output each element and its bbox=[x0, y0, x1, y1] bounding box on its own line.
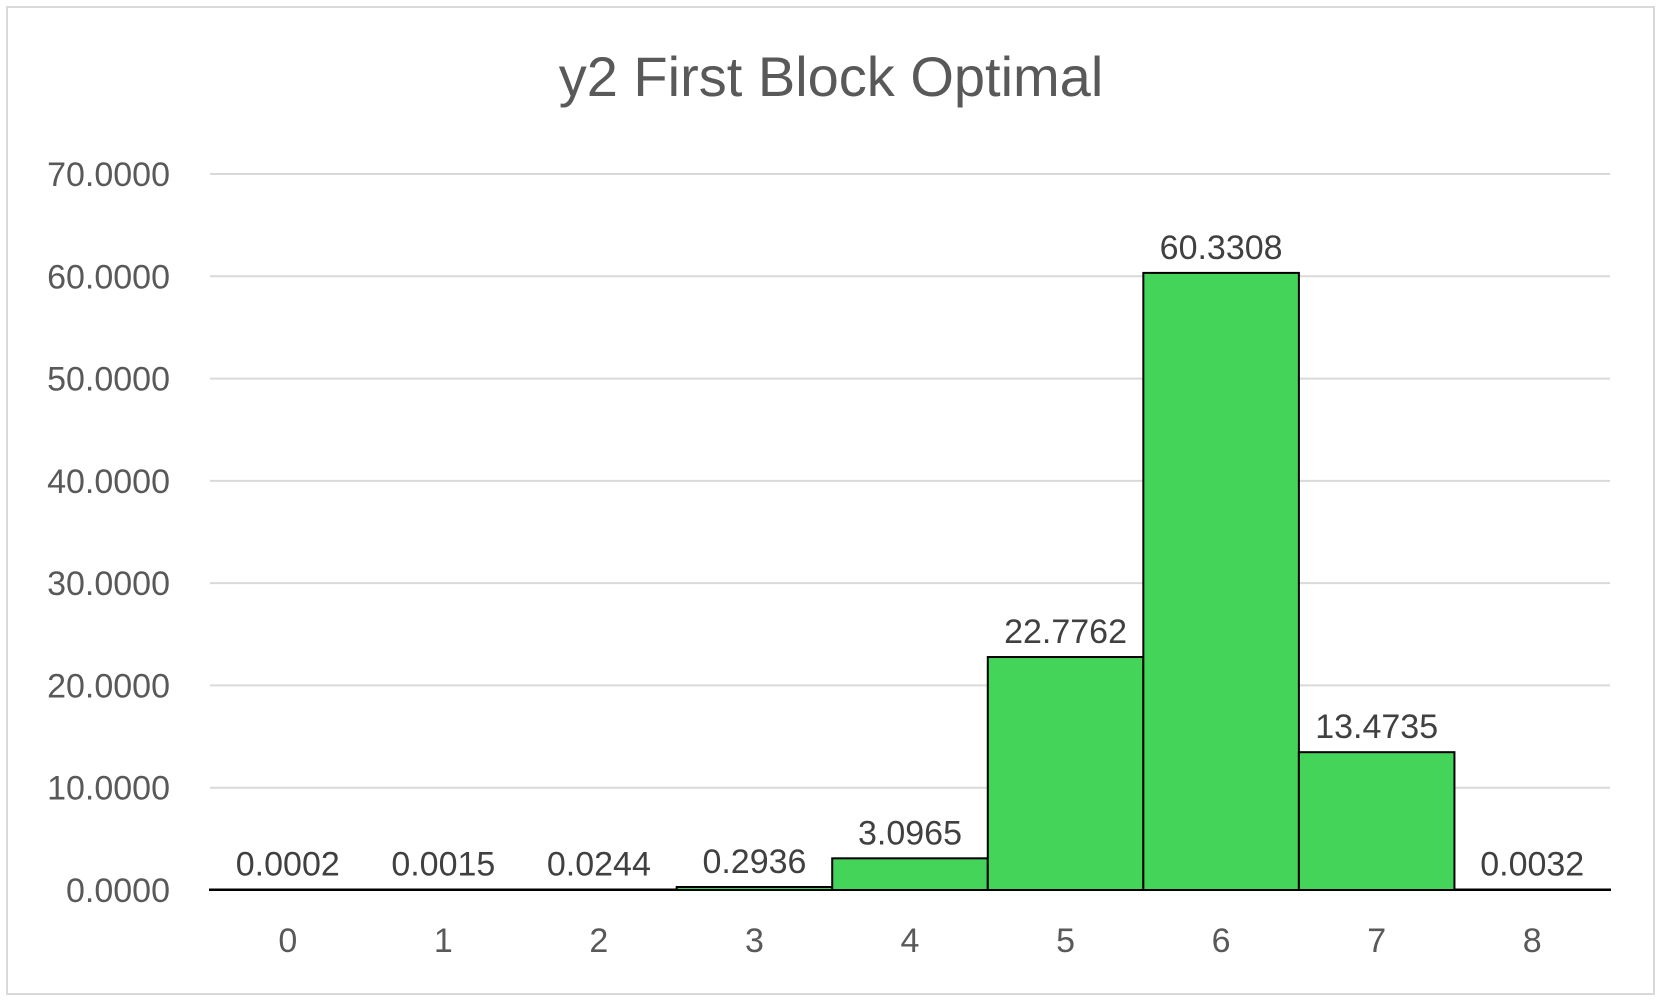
data-label: 0.0002 bbox=[236, 846, 340, 884]
gridlines bbox=[210, 173, 1610, 789]
x-tick-label: 1 bbox=[434, 922, 453, 960]
data-labels: 0.0002 0.0015 0.0244 0.2936 3.0965 22.7762 60.… bbox=[236, 229, 1584, 884]
data-label: 0.2936 bbox=[702, 843, 806, 881]
x-tick-label: 3 bbox=[745, 922, 764, 960]
bar bbox=[986, 656, 1145, 891]
x-tick-label: 4 bbox=[901, 922, 920, 960]
x-tick-label: 5 bbox=[1056, 922, 1075, 960]
data-label: 0.0032 bbox=[1480, 846, 1584, 884]
y-tick-label: 0.0000 bbox=[66, 872, 170, 910]
x-tick-label: 7 bbox=[1367, 922, 1386, 960]
y-tick-label: 60.0000 bbox=[47, 258, 170, 296]
bars bbox=[209, 271, 1612, 892]
data-label: 0.0015 bbox=[391, 846, 495, 884]
data-label: 0.0244 bbox=[547, 846, 651, 884]
chart-title: y2 First Block Optimal bbox=[559, 45, 1104, 108]
y-tick-label: 40.0000 bbox=[47, 463, 170, 501]
data-label: 22.7762 bbox=[1004, 613, 1127, 651]
x-tick-label: 6 bbox=[1212, 922, 1231, 960]
bar bbox=[831, 857, 989, 891]
x-tick-label: 0 bbox=[278, 922, 297, 960]
data-label: 13.4735 bbox=[1315, 708, 1438, 746]
bar bbox=[1297, 751, 1456, 892]
data-label: 3.0965 bbox=[858, 814, 962, 852]
x-tick-label: 8 bbox=[1523, 922, 1542, 960]
y-axis-ticks: 0.0000 10.0000 20.0000 30.0000 40.0000 50.000… bbox=[47, 156, 170, 910]
y-tick-label: 20.0000 bbox=[47, 667, 170, 705]
x-axis-ticks: 0 1 2 3 4 5 6 7 8 bbox=[278, 922, 1541, 960]
bar bbox=[1142, 271, 1300, 891]
y-tick-label: 50.0000 bbox=[47, 361, 170, 399]
y-tick-label: 10.0000 bbox=[47, 770, 170, 808]
data-label: 60.3308 bbox=[1160, 229, 1283, 267]
y-tick-label: 30.0000 bbox=[47, 565, 170, 603]
x-tick-label: 2 bbox=[589, 922, 608, 960]
y-tick-label: 70.0000 bbox=[47, 156, 170, 194]
